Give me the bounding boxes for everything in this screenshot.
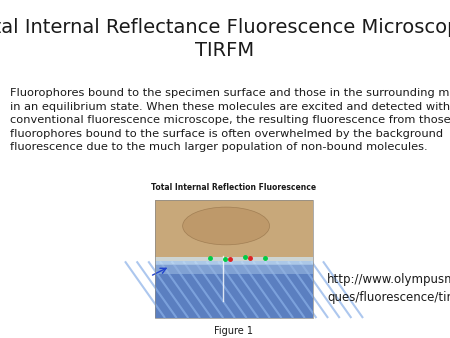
Bar bbox=[155, 261, 313, 318]
Bar bbox=[155, 200, 313, 261]
Bar bbox=[155, 264, 313, 274]
Text: http://www.olympusmicro.com/primer/techni
ques/fluorescence/tirf/tirfintro.html: http://www.olympusmicro.com/primer/techn… bbox=[327, 273, 450, 304]
Text: Total Internal Reflection Fluorescence: Total Internal Reflection Fluorescence bbox=[152, 183, 316, 192]
Bar bbox=[155, 200, 313, 318]
Bar bbox=[155, 257, 313, 265]
Text: Fluorophores bound to the specimen surface and those in the surrounding medium e: Fluorophores bound to the specimen surfa… bbox=[10, 88, 450, 152]
Text: Figure 1: Figure 1 bbox=[215, 326, 253, 336]
Text: Total Internal Reflectance Fluorescence Microscopy-
TIRFM: Total Internal Reflectance Fluorescence … bbox=[0, 18, 450, 61]
Ellipse shape bbox=[183, 207, 270, 245]
